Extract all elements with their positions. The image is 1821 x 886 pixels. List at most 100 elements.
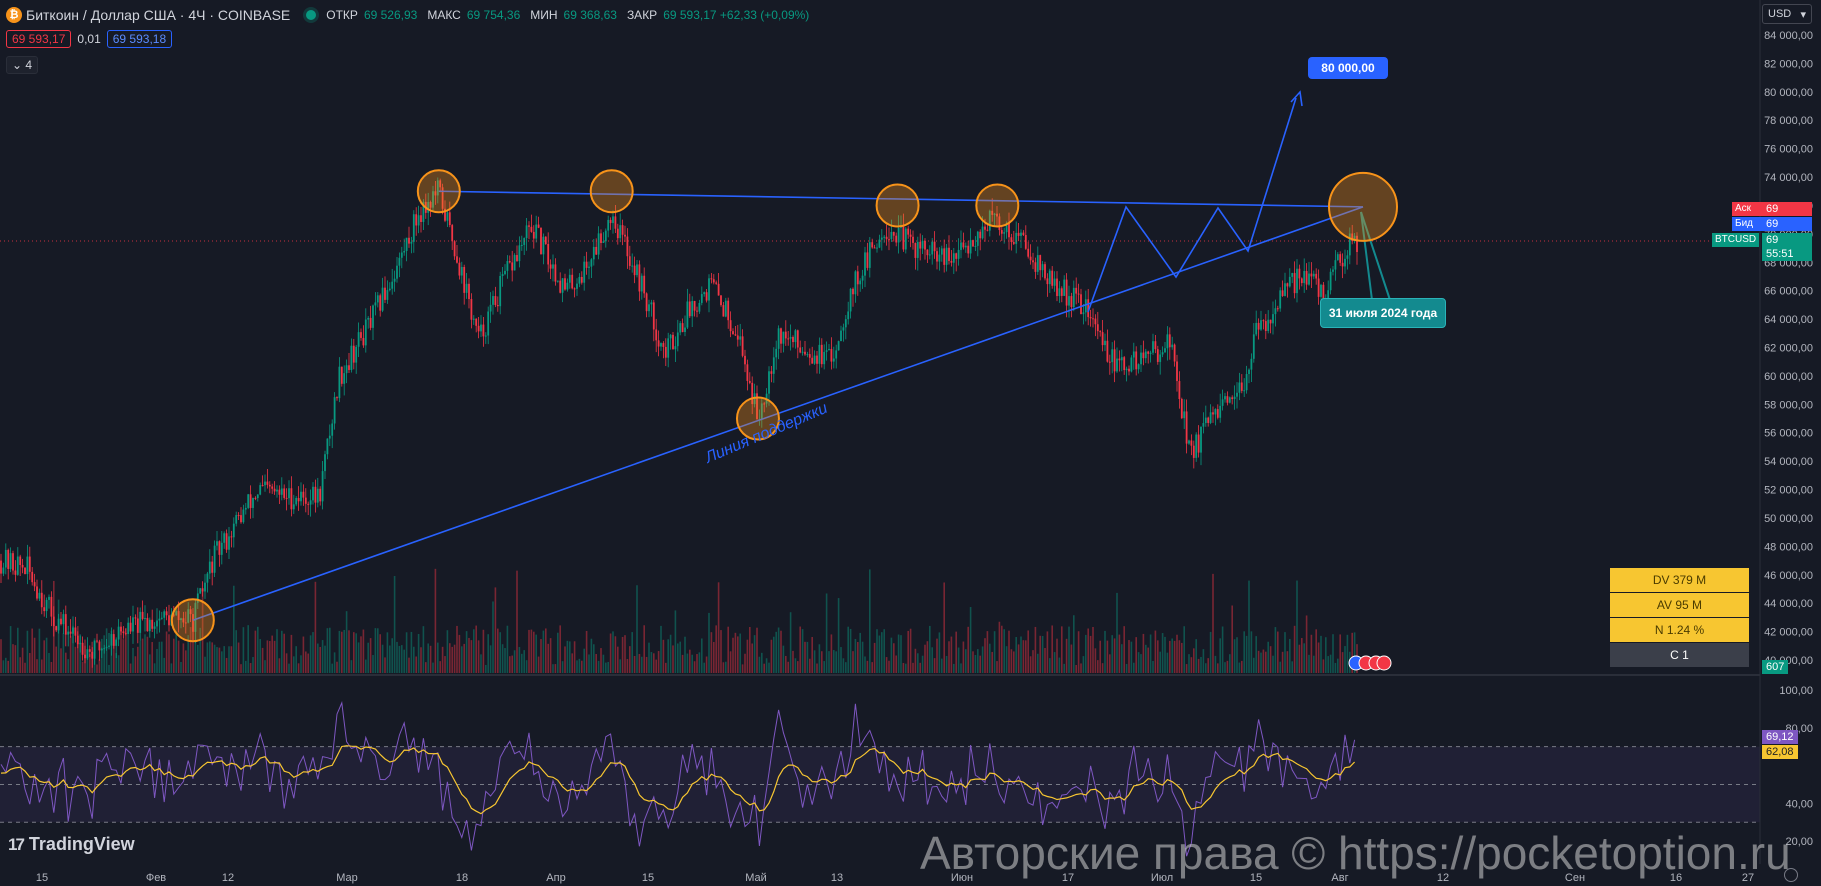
volume-bar <box>1277 631 1279 673</box>
candle-body <box>88 649 91 652</box>
tradingview-logo[interactable]: 17 TradingView <box>8 834 135 855</box>
time-tick-label: 17 <box>1062 872 1074 884</box>
candle-body <box>1094 318 1097 325</box>
candle-body <box>477 325 480 332</box>
volume-bar <box>617 646 619 673</box>
time-tick-label: 15 <box>642 872 654 884</box>
volume-bar <box>386 632 389 673</box>
candle-body <box>868 242 871 268</box>
volume-bar <box>69 636 72 673</box>
volume-bar <box>667 639 669 673</box>
volume-bar <box>1118 634 1121 673</box>
candle-body <box>806 354 809 356</box>
gear-icon[interactable] <box>1784 868 1798 882</box>
candle-body <box>429 201 432 208</box>
candle-body <box>1204 417 1207 424</box>
candle-body <box>446 212 449 221</box>
candle-body <box>489 304 492 312</box>
volume-bar <box>581 660 583 673</box>
volume-bar <box>1053 652 1056 673</box>
candle-body <box>1219 405 1222 418</box>
price-tick-label: 46 000,00 <box>1764 570 1813 582</box>
volume-bar <box>17 627 19 673</box>
candle-body <box>1274 308 1277 315</box>
volume-bar <box>705 656 708 673</box>
candle-body <box>40 592 43 608</box>
candle-body <box>1207 417 1210 423</box>
volume-bar <box>799 626 801 673</box>
volume-bar <box>1077 631 1080 673</box>
candle-body <box>667 338 670 358</box>
volume-bar <box>1128 640 1130 673</box>
price-tick-label: 50 000,00 <box>1764 513 1813 525</box>
target-price-callout[interactable]: 80 000,00 <box>1308 57 1388 79</box>
candle-body <box>1063 279 1066 296</box>
volume-bar <box>108 664 110 673</box>
candle-body <box>434 191 437 196</box>
symbol-header[interactable]: ₿ Биткоин / Доллар США · 4Ч · COINBASE О… <box>6 4 813 26</box>
candle-body <box>1185 411 1188 444</box>
candle-body <box>48 596 50 600</box>
volume-bar <box>684 636 686 673</box>
symbol-title[interactable]: Биткоин / Доллар США · 4Ч · COINBASE <box>26 7 291 23</box>
volume-bar <box>1015 637 1017 673</box>
candle-body <box>669 334 672 339</box>
sell-button[interactable]: 69 593,17 <box>6 30 72 48</box>
volume-bar <box>1133 662 1135 673</box>
volume-bar <box>1099 640 1101 673</box>
volume-bar <box>461 646 463 673</box>
candle-body <box>1152 341 1154 353</box>
indicators-toggle[interactable]: ⌄ 4 <box>6 56 39 74</box>
volume-bar <box>300 655 302 673</box>
target-date-callout[interactable]: 31 июля 2024 года <box>1320 298 1446 328</box>
candle-body <box>1027 248 1030 257</box>
candle-body <box>600 233 602 244</box>
volume-bar <box>986 631 989 673</box>
volume-bar <box>1301 638 1303 673</box>
volume-bar <box>1039 635 1041 673</box>
volume-bar <box>1303 643 1305 673</box>
volume-bar <box>1217 663 1219 673</box>
candle-body <box>1226 396 1229 403</box>
volume-bar <box>809 658 811 673</box>
candle-body <box>232 523 235 538</box>
candle-body <box>43 607 46 612</box>
volume-bar <box>660 625 662 673</box>
candle-body <box>211 561 214 573</box>
indicators-count: 4 <box>25 58 33 72</box>
candle-body <box>866 252 869 268</box>
buy-button[interactable]: 69 593,18 <box>106 30 173 48</box>
candle-body <box>112 634 115 646</box>
volume-bar <box>816 663 818 673</box>
candle-body <box>1236 392 1238 397</box>
candle-body <box>1099 331 1102 333</box>
price-tick-label: 42 000,00 <box>1764 627 1813 639</box>
candle-body <box>456 256 458 263</box>
candle-body <box>1315 273 1318 279</box>
candle-body <box>936 251 938 262</box>
candle-body <box>914 242 917 258</box>
currency-select[interactable]: USD ▾ <box>1762 4 1812 24</box>
volume-bar <box>873 642 876 673</box>
volume-bar <box>86 650 89 673</box>
volume-bar <box>960 663 962 673</box>
candle-body <box>146 617 149 632</box>
candle-body <box>770 371 773 374</box>
candle-body <box>640 275 643 292</box>
volume-bar <box>381 644 384 673</box>
candle-body <box>948 247 950 261</box>
candle-body <box>124 633 127 635</box>
candle-body <box>950 260 953 263</box>
volume-bar <box>5 657 7 673</box>
volume-bar <box>1190 657 1193 673</box>
highlight-circle <box>416 169 461 214</box>
volume-bar <box>763 663 765 673</box>
candle-body <box>376 295 379 303</box>
volume-bar <box>888 660 890 673</box>
candle-body <box>216 541 218 546</box>
volume-bar <box>149 654 151 673</box>
volume-bar <box>19 657 21 673</box>
candle-body <box>1264 321 1267 332</box>
volume-bar <box>878 635 881 673</box>
